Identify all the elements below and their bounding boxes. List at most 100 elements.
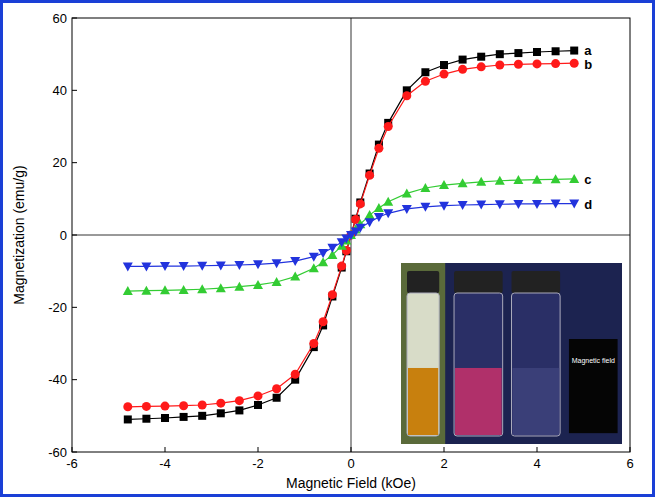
- data-point: [383, 209, 393, 218]
- data-point: [365, 218, 375, 227]
- y-tick-label: 40: [53, 83, 67, 98]
- data-point: [123, 402, 132, 411]
- data-point: [458, 178, 468, 187]
- data-point: [142, 402, 151, 411]
- data-point: [420, 203, 430, 212]
- y-tick-label: -20: [48, 300, 67, 315]
- data-point: [124, 415, 132, 423]
- data-point: [123, 262, 133, 271]
- data-point: [477, 53, 485, 61]
- y-tick: [72, 235, 77, 236]
- data-point: [569, 200, 579, 209]
- y-tick: [72, 379, 77, 380]
- data-point: [440, 61, 448, 69]
- data-point: [254, 391, 263, 400]
- vial-liquid: [408, 368, 438, 435]
- data-point: [533, 48, 541, 56]
- magnet-block: [569, 339, 618, 433]
- data-group: [123, 47, 579, 424]
- data-point: [337, 262, 346, 271]
- y-tick-label: -40: [48, 372, 67, 387]
- data-point: [272, 277, 282, 286]
- data-point: [273, 394, 281, 402]
- data-point: [179, 285, 189, 294]
- data-point: [458, 65, 467, 74]
- data-point: [384, 122, 393, 131]
- plot-frame: [72, 18, 630, 452]
- data-point: [217, 409, 225, 417]
- data-point: [141, 262, 151, 271]
- data-point: [476, 201, 486, 210]
- vial-liquid: [513, 368, 560, 435]
- data-point: [142, 415, 150, 423]
- chart: Magnetic field-6-4-20246-60-40-200204060…: [0, 0, 655, 497]
- x-tick: [72, 447, 73, 452]
- data-point: [569, 174, 579, 183]
- data-point: [318, 249, 328, 258]
- data-point: [141, 286, 151, 295]
- data-point: [440, 70, 449, 79]
- x-tick-label: 4: [533, 456, 540, 471]
- data-point: [374, 144, 383, 153]
- data-point: [197, 284, 207, 293]
- x-tick: [537, 447, 538, 452]
- inset-photo-left: [401, 263, 445, 444]
- data-point: [459, 56, 467, 64]
- data-point: [421, 68, 429, 76]
- data-point: [570, 59, 579, 68]
- series-line: [128, 63, 574, 407]
- data-point: [552, 47, 560, 55]
- data-point: [234, 282, 244, 291]
- inset: Magnetic field: [401, 263, 622, 444]
- x-tick: [351, 447, 352, 452]
- data-point: [179, 401, 188, 410]
- x-tick-label: -4: [159, 456, 171, 471]
- data-point: [402, 205, 412, 214]
- data-point: [309, 339, 318, 348]
- series-label: b: [584, 57, 592, 72]
- data-point: [458, 201, 468, 210]
- data-point: [402, 188, 412, 197]
- data-point: [318, 257, 328, 266]
- data-point: [327, 244, 337, 253]
- series-label: d: [584, 197, 592, 212]
- data-point: [513, 175, 523, 184]
- data-point: [439, 180, 449, 189]
- data-point: [496, 50, 504, 58]
- data-point: [328, 290, 337, 299]
- x-tick-label: 0: [347, 456, 354, 471]
- data-point: [495, 176, 505, 185]
- y-tick-label: -60: [48, 445, 67, 460]
- series-line: [128, 179, 574, 291]
- y-tick: [72, 90, 77, 91]
- vial-body: [407, 293, 439, 436]
- x-tick-label: 6: [626, 456, 633, 471]
- data-point: [180, 413, 188, 421]
- data-point: [365, 171, 374, 180]
- data-point: [253, 260, 263, 269]
- y-tick: [72, 162, 77, 163]
- data-point: [495, 200, 505, 209]
- series-line: [128, 51, 574, 420]
- data-point: [309, 263, 319, 272]
- data-point: [551, 59, 560, 68]
- data-point: [356, 199, 365, 208]
- x-tick-label: -2: [252, 456, 264, 471]
- data-point: [160, 262, 170, 271]
- data-point: [513, 200, 523, 209]
- x-tick-label: 2: [440, 456, 447, 471]
- data-point: [216, 399, 225, 408]
- data-point: [402, 91, 411, 100]
- data-point: [532, 200, 542, 209]
- data-point: [476, 177, 486, 186]
- data-point: [253, 280, 263, 289]
- series-label: c: [584, 172, 591, 187]
- data-point: [374, 213, 384, 222]
- x-axis-title: Magnetic Field (kOe): [286, 475, 416, 491]
- data-point: [216, 261, 226, 270]
- series-line: [128, 204, 574, 267]
- y-tick: [72, 18, 77, 19]
- series-label: a: [584, 43, 592, 58]
- vial-body: [454, 293, 503, 436]
- data-point: [179, 262, 189, 271]
